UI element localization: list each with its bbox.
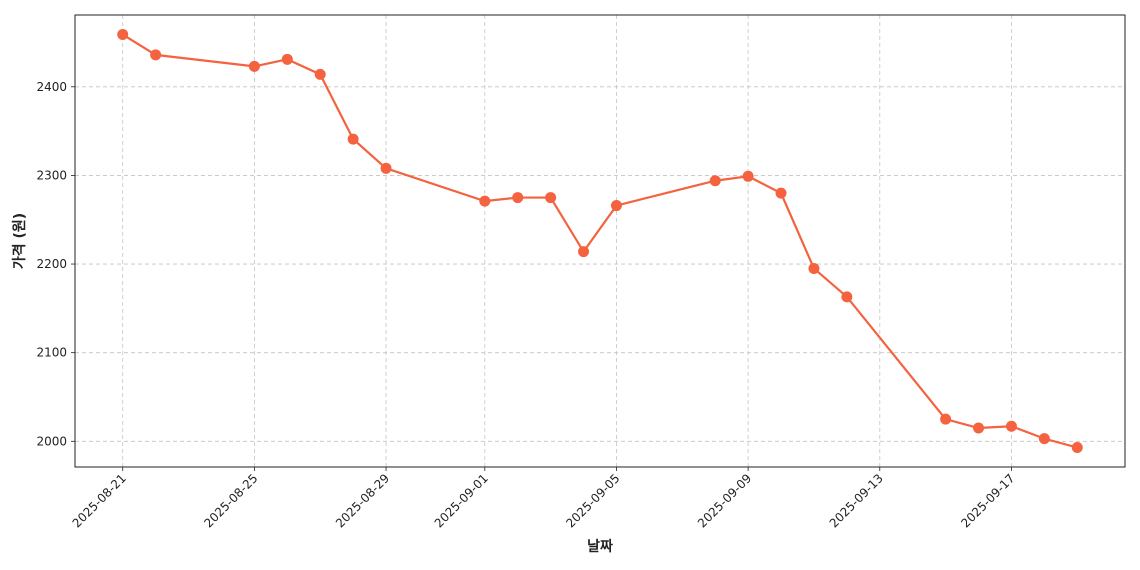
- x-tick-label: 2025-09-17: [958, 471, 1017, 530]
- point: [281, 53, 293, 65]
- x-tick-label: 2025-09-13: [827, 471, 886, 530]
- point: [610, 200, 622, 212]
- point: [808, 262, 820, 274]
- point: [841, 291, 853, 303]
- point: [545, 192, 557, 204]
- point: [150, 49, 162, 61]
- point: [1005, 420, 1017, 432]
- y-tick-label: 2300: [36, 168, 67, 182]
- y-tick-label: 2200: [36, 257, 67, 271]
- point: [940, 413, 952, 425]
- point: [709, 175, 721, 187]
- line: [122, 33, 1078, 449]
- y-tick-label: 2000: [36, 434, 67, 448]
- y-tick-label: 2400: [36, 80, 67, 94]
- plot-frame: [74, 14, 1126, 468]
- point: [742, 170, 754, 182]
- point: [973, 422, 985, 434]
- x-tick-label: 2025-08-21: [70, 471, 129, 530]
- point: [775, 187, 787, 199]
- x-tick-label: 2025-08-25: [201, 471, 260, 530]
- x-tick-label: 2025-08-29: [333, 471, 392, 530]
- point: [479, 195, 491, 207]
- point: [1071, 442, 1083, 454]
- point: [314, 68, 326, 80]
- x-tick-label: 2025-09-05: [563, 471, 622, 530]
- point: [380, 162, 392, 174]
- point: [578, 246, 590, 258]
- y-axis-label: 가격 (원): [11, 213, 28, 269]
- point: [117, 28, 129, 40]
- x-tick-label: 2025-09-01: [432, 471, 491, 530]
- point: [512, 192, 524, 204]
- x-tick-label: 2025-09-09: [695, 471, 754, 530]
- y-tick-label: 2100: [36, 346, 67, 360]
- point: [1038, 433, 1050, 445]
- point: [248, 60, 260, 72]
- x-axis-label: 날짜: [587, 539, 613, 555]
- point: [347, 133, 359, 145]
